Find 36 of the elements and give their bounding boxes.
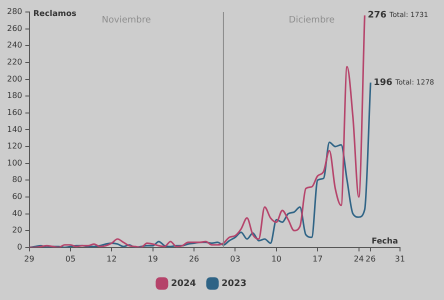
y-tick-label: 200	[6, 74, 22, 84]
annotation: Diciembre	[288, 15, 336, 26]
x-tick-label: 03	[230, 254, 240, 264]
y-tick-label: 60	[12, 192, 22, 202]
data-label: 276	[368, 10, 386, 21]
y-tick-label: 280	[6, 7, 22, 16]
x-tick-label: 12	[106, 254, 117, 264]
y-tick-label: 100	[6, 158, 22, 168]
y-tick-label: 240	[6, 40, 22, 50]
y-tick-label: 160	[6, 108, 22, 117]
x-tick-label: 24	[354, 254, 364, 264]
y-tick-label: 260	[6, 24, 22, 33]
y-tick-label: 140	[6, 124, 22, 134]
x-tick-label: 19	[148, 254, 158, 264]
x-tick-label: 10	[271, 254, 282, 264]
x-tick-label: 26	[365, 254, 376, 264]
y-tick-label: 220	[6, 58, 22, 67]
y-axis-title: Reclamos	[33, 9, 77, 18]
y-tick-label: 180	[6, 91, 22, 100]
data-label: 196	[374, 78, 392, 88]
x-axis-title: Fecha	[372, 236, 398, 246]
legend-label: 2024	[170, 278, 196, 289]
x-tick-label: 31	[394, 254, 406, 264]
annotation: Noviembre	[102, 15, 152, 26]
line-series	[29, 82, 372, 248]
y-tick-label: 0	[17, 242, 22, 252]
y-tick-label: 20	[12, 226, 22, 235]
y-tick-label: 80	[12, 175, 22, 184]
x-tick-label: 29	[24, 254, 34, 264]
legend-label: 2023	[222, 278, 247, 289]
x-tick-label: 26	[188, 254, 200, 264]
y-tick-label: 40	[12, 208, 22, 218]
x-tick-label: 05	[65, 254, 76, 264]
x-tick-label: 17	[312, 254, 323, 264]
line-series	[29, 14, 366, 248]
y-tick-label: 120	[6, 142, 22, 151]
